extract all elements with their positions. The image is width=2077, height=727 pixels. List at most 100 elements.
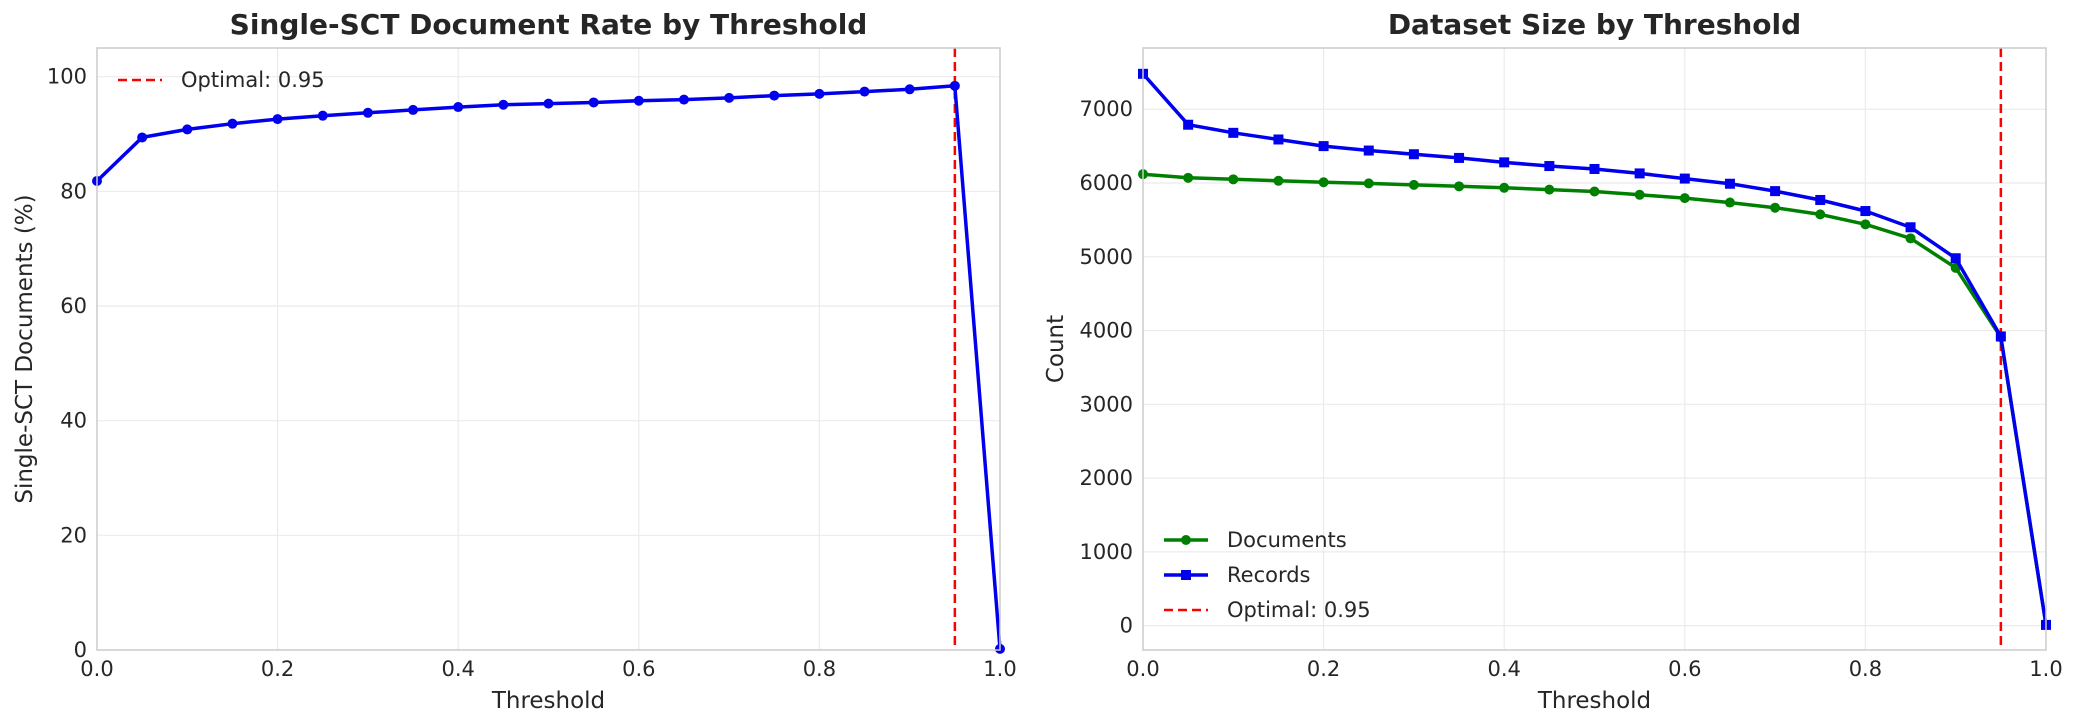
records-point [1815, 194, 1826, 205]
series-1-point [362, 107, 373, 118]
y-tick-label: 80 [60, 179, 87, 203]
y-tick-label: 7000 [1080, 97, 1133, 121]
y-tick-label: 5000 [1080, 245, 1133, 269]
series-1-point [317, 110, 328, 121]
series-1-point [904, 84, 915, 95]
y-tick-label: 40 [60, 409, 87, 433]
x-tick-labels: 0.0 0.2 0.4 0.6 0.8 1.0 [1126, 657, 2062, 681]
records-point [1499, 157, 1510, 168]
y-tick-labels: 0 1000 2000 3000 4000 5000 6000 7000 [1080, 97, 1133, 637]
legend-marker-documents [1181, 535, 1191, 545]
documents-point [1679, 193, 1690, 204]
records-point [1995, 331, 2006, 342]
y-axis-label: Single-SCT Documents (%) [12, 194, 38, 503]
chart-title: Single-SCT Document Rate by Threshold [230, 8, 868, 41]
y-axis-label: Count [1043, 315, 1069, 383]
records-point [1363, 145, 1374, 156]
records-point [1860, 206, 1871, 217]
y-tick-label: 20 [60, 523, 87, 547]
x-axis-label: Threshold [491, 688, 605, 714]
documents-point [1634, 189, 1645, 200]
x-tick-label: 0.6 [622, 657, 655, 681]
x-tick-label: 0.8 [803, 657, 836, 681]
axes-frame [96, 47, 1001, 651]
series-1-point [588, 97, 599, 108]
records-point [1724, 178, 1735, 189]
records-point [1454, 152, 1465, 163]
series-1-point [453, 102, 464, 113]
legend-label: Optimal: 0.95 [1227, 598, 1371, 622]
y-tick-label: 6000 [1080, 171, 1133, 195]
series-1-point [272, 114, 283, 125]
x-tick-label: 0.2 [1307, 657, 1340, 681]
y-tick-label: 0 [1120, 614, 1133, 638]
documents-point [1454, 181, 1465, 192]
documents-point [1499, 182, 1510, 193]
x-tick-label: 0.6 [1668, 657, 1701, 681]
documents-point [1815, 209, 1826, 220]
records-point [1905, 222, 1916, 233]
records-point [1183, 119, 1194, 130]
y-tick-label: 2000 [1080, 466, 1133, 490]
chart-title: Dataset Size by Threshold [1388, 8, 1801, 41]
x-tick-label: 0.8 [1849, 657, 1882, 681]
x-tick-label: 0.0 [80, 657, 113, 681]
records-point [1634, 168, 1645, 179]
documents-point [1905, 233, 1916, 244]
documents-point [1860, 219, 1871, 230]
documents-point [1318, 177, 1329, 188]
series [92, 80, 1005, 654]
series-1-point [859, 86, 870, 97]
legend-label: Records [1227, 563, 1311, 587]
x-tick-label: 0.0 [1126, 657, 1159, 681]
series-1-point [814, 88, 825, 99]
records-point [1544, 161, 1555, 172]
records-point [1950, 253, 1961, 264]
series-1-point [182, 124, 193, 135]
y-tick-label: 100 [47, 65, 87, 89]
legend-label: Optimal: 0.95 [181, 68, 325, 92]
documents-point [1724, 197, 1735, 208]
records-point [1273, 134, 1284, 145]
x-tick-labels: 0.0 0.2 0.4 0.6 0.8 1.0 [80, 657, 1016, 681]
records-point [1318, 141, 1329, 152]
series-1-point [949, 80, 960, 91]
x-axis-label: Threshold [1537, 688, 1651, 714]
series-1-point [633, 95, 644, 106]
legend: Optimal: 0.95 [118, 68, 325, 92]
documents-point [1363, 178, 1374, 189]
records-point [1679, 173, 1690, 184]
series-1-point [769, 90, 780, 101]
documents-point [1408, 179, 1419, 190]
y-tick-label: 3000 [1080, 392, 1133, 416]
series-1-point [408, 104, 419, 115]
records-point [1408, 149, 1419, 160]
records-point [1228, 127, 1239, 138]
x-tick-label: 1.0 [2029, 657, 2062, 681]
legend: Documents Records Optimal: 0.95 [1164, 528, 1371, 622]
documents-point [1770, 202, 1781, 213]
y-tick-label: 4000 [1080, 319, 1133, 343]
documents-point [1273, 175, 1284, 186]
legend-label: Documents [1227, 528, 1347, 552]
x-tick-label: 1.0 [983, 657, 1016, 681]
series-1-point [724, 92, 735, 103]
series-1-point [543, 98, 554, 109]
x-tick-label: 0.4 [441, 657, 474, 681]
chart-dataset-size: Dataset Size by Threshold 0.0 0.2 0.4 0.6 0.… [1043, 8, 2063, 714]
y-tick-labels: 0 20 40 60 80 100 [47, 65, 87, 662]
documents-point [1228, 174, 1239, 185]
documents-point [1183, 172, 1194, 183]
chart-single-sct-rate: Single-SCT Document Rate by Threshold 0.… [12, 8, 1017, 714]
series-1-point [137, 132, 148, 143]
y-tick-label: 0 [74, 638, 87, 662]
axes-frame [1142, 47, 2047, 651]
series-1-point [227, 118, 238, 129]
records-point [1770, 186, 1781, 197]
documents-point [1544, 184, 1555, 195]
y-tick-label: 1000 [1080, 540, 1133, 564]
x-tick-label: 0.2 [261, 657, 294, 681]
records-point [1589, 163, 1600, 174]
